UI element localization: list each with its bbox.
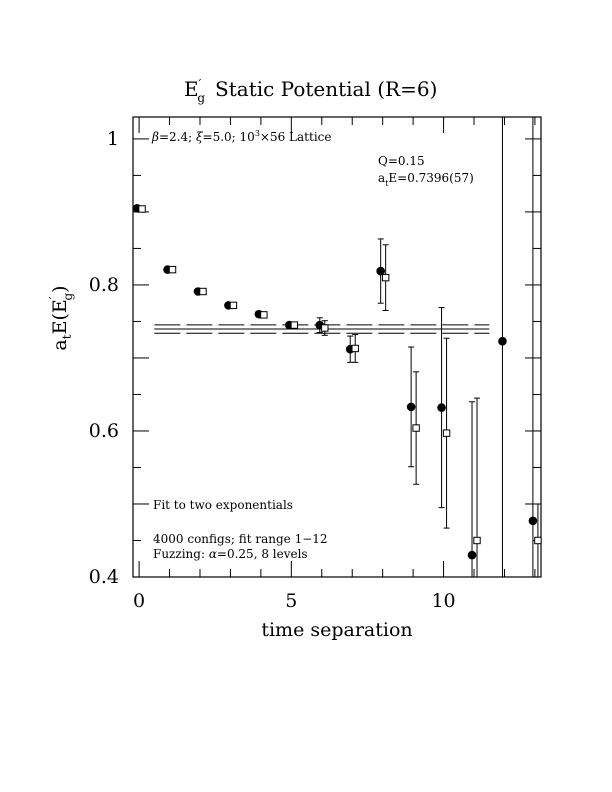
data-point-circle [437,403,446,412]
data-point-square [168,265,177,274]
data-points [132,117,542,578]
data-point-circle [498,336,507,346]
y-tick-label: 0.6 [89,420,119,442]
data-point-square [412,424,420,432]
data-point-square [534,536,542,545]
data-point-square [229,301,238,310]
data-point-square [321,324,329,332]
y-tick-labels: 0.4 0.6 0.8 1 [89,128,119,588]
x-tick-label: 10 [431,590,455,612]
fuzzing-annotation: Fuzzing: α=0.25, 8 levels [153,547,308,561]
data-point-square [351,344,359,353]
data-point-square [381,273,390,282]
y-tick-label: 0.8 [89,274,119,296]
fit-result-annotation: atE=0.7396(57) [378,171,474,188]
data-point-square [138,205,146,213]
data-point-square [473,536,481,545]
x-axis-label: time separation [261,619,412,641]
configs-annotation: 4000 configs; fit range 1−12 [153,532,328,546]
lattice-annotation: β=2.4; ξ=5.0; 103×56 Lattice [151,129,331,144]
y-tick-label: 0.4 [89,566,119,588]
data-point-circle [528,516,538,526]
y-tick-label: 1 [107,128,119,150]
data-point-square [199,287,207,296]
x-tick-labels: 0 5 10 [133,590,456,612]
data-point-circle [467,550,477,560]
data-point-square [290,321,299,329]
data-point-circle [406,402,416,412]
plot-frame [132,116,542,578]
q-annotation: Q=0.15 [378,154,425,168]
x-tick-label: 0 [133,590,145,612]
chart-title: E′ g Static Potential (R=6) [184,77,437,105]
y-axis-label: atE(E′g) [47,285,75,350]
data-point-circle [376,266,385,276]
data-point-square [260,311,268,319]
x-tick-label: 5 [285,590,297,612]
method-annotation: Fit to two exponentials [153,498,293,512]
data-point-square [442,429,451,437]
